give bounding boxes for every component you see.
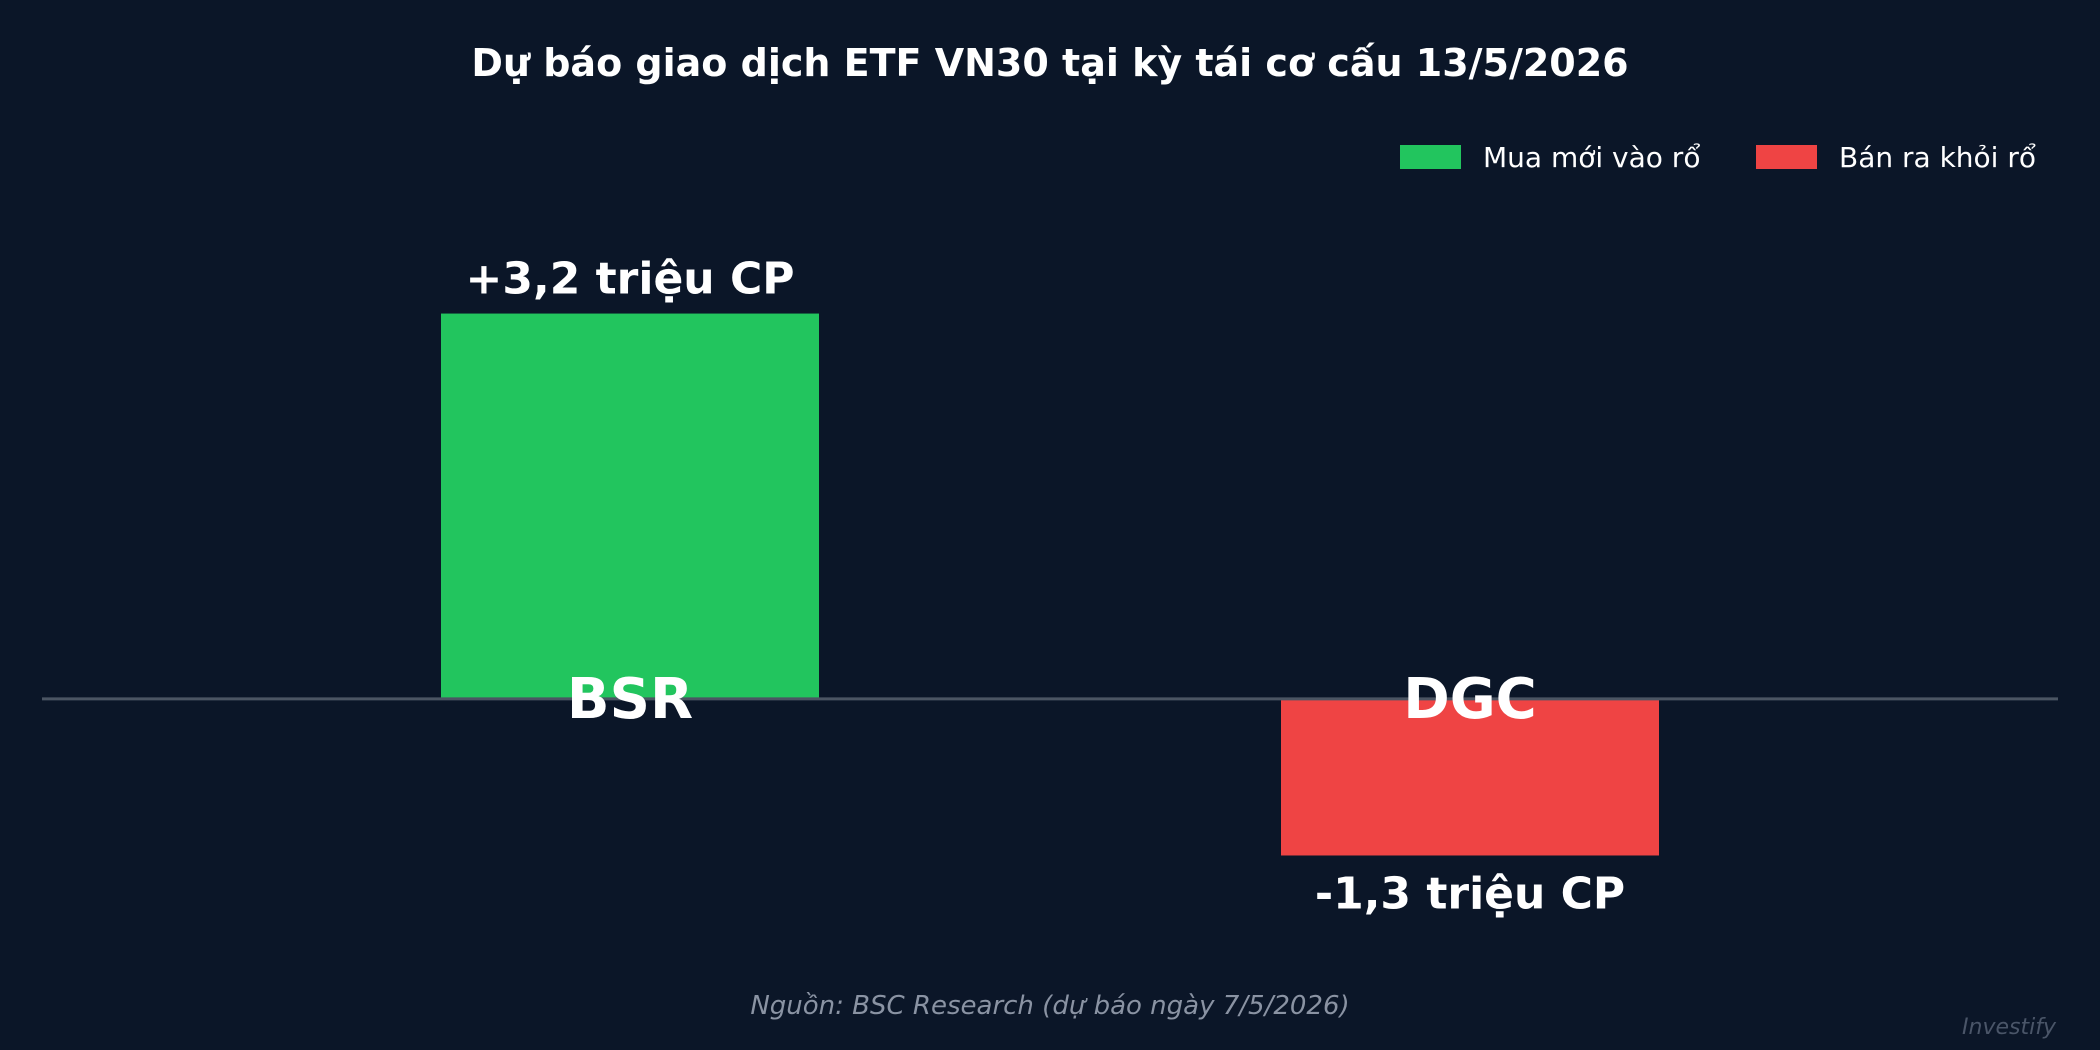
bar-bsr [441,313,819,699]
labels-group: +3,2 triệu CP BSR -1,3 triệu CP DGC [466,254,1626,920]
value-label-bsr: +3,2 triệu CP [466,254,795,305]
chart-title: Dự báo giao dịch ETF VN30 tại kỳ tái cơ … [471,41,1628,85]
watermark: Investify [1962,1015,2057,1040]
category-label-dgc: DGC [1403,667,1537,732]
legend-label-buy: Mua mới vào rổ [1483,141,1700,174]
category-label-bsr: BSR [567,667,693,732]
bars-group [441,313,1659,856]
legend-label-sell: Bán ra khỏi rổ [1839,141,2036,174]
source-note: Nguồn: BSC Research (dự báo ngày 7/5/202… [750,991,1349,1021]
value-label-dgc: -1,3 triệu CP [1315,868,1625,919]
bar-dgc [1281,698,1659,856]
legend-swatch-buy [1400,145,1461,169]
legend-swatch-sell [1756,145,1817,169]
legend: Mua mới vào rổ Bán ra khỏi rổ [1400,141,2036,174]
